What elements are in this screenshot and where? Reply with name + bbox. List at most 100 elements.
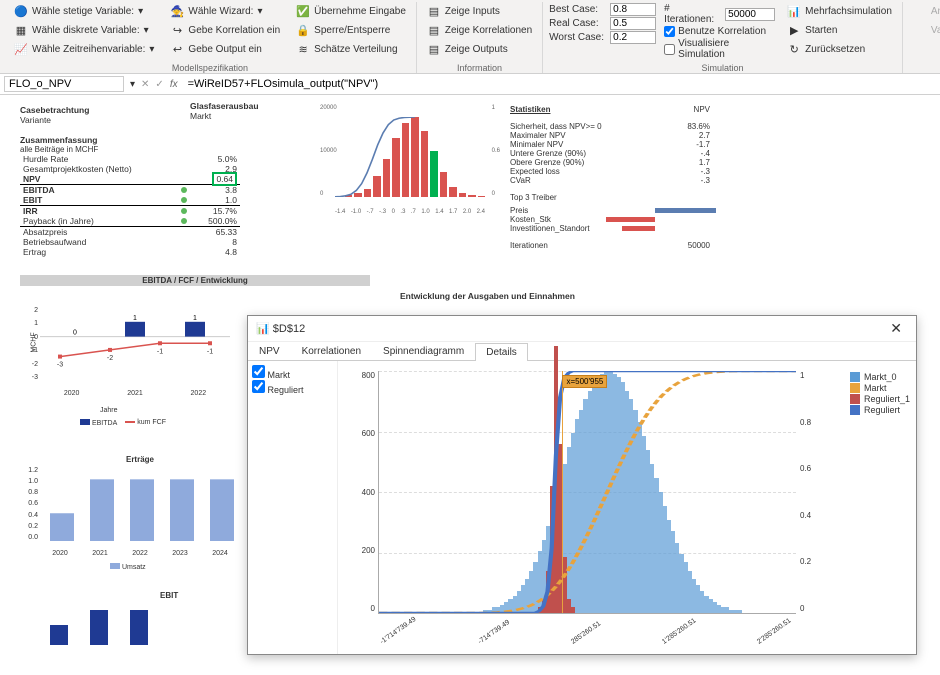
dropdown-icon: ▾ xyxy=(144,25,149,36)
chart-icon: 📊 xyxy=(256,323,270,335)
ribbon-button[interactable]: ▦Wähle diskrete Variable: ▾ xyxy=(10,21,158,39)
close-icon[interactable]: ✕ xyxy=(884,320,908,337)
ribbon-button[interactable]: ↪Gebe Korrelation ein xyxy=(166,21,284,39)
ribbon-btn-icon: ▦ xyxy=(14,23,28,37)
sim-korr-check[interactable] xyxy=(664,26,675,37)
ribbon-button[interactable]: ▤Zeige Outputs xyxy=(423,40,536,58)
accept-icon[interactable]: ✓ xyxy=(155,79,163,90)
dropdown-icon: ▾ xyxy=(257,6,262,17)
formula-input[interactable] xyxy=(184,77,936,91)
histo-bar xyxy=(335,196,343,197)
histo-bar xyxy=(345,195,353,197)
histo-bar xyxy=(383,159,391,197)
sim-worst-input[interactable] xyxy=(610,31,656,44)
ribbon-button[interactable]: ↩Gebe Output ein xyxy=(166,40,284,58)
sim-real-input[interactable] xyxy=(610,17,656,30)
section-entwicklung: Entwicklung der Ausgaben und Einnahmen xyxy=(400,291,575,301)
stats-iter-v: 50000 xyxy=(688,241,710,250)
name-box[interactable] xyxy=(4,76,124,92)
ribbon-button[interactable]: 🧙Wähle Wizard: ▾ xyxy=(166,2,284,20)
stats-row: Obere Grenze (90%)1.7 xyxy=(510,158,710,167)
popup-side-check[interactable]: Reguliert xyxy=(252,380,333,395)
popup-tab[interactable]: Korrelationen xyxy=(291,342,372,360)
histo-bar xyxy=(402,123,410,197)
case-row: EBITDA3.8 xyxy=(20,185,240,196)
ribbon-group-stat: Analyse statistische DatenVariable ▾ Sta… xyxy=(903,2,940,73)
ribbon: 🔵Wähle stetige Variable: ▾▦Wähle diskret… xyxy=(0,0,940,74)
ebitda-chart: 210-1-2-3 011-3-2-1-1 202020212022 xyxy=(40,307,230,397)
popup-titlebar: 📊 $D$12 ✕ xyxy=(248,316,916,342)
case-val: 4.8 xyxy=(192,247,240,257)
ribbon-button[interactable]: ↻Zurücksetzen xyxy=(783,40,896,58)
popup-sidebar: Markt Reguliert xyxy=(248,361,338,654)
popup-tab[interactable]: Details xyxy=(475,343,528,361)
group-label: Modellspezifikation xyxy=(4,63,416,73)
histo-bar xyxy=(373,176,381,197)
ribbon-button[interactable]: 🔒Sperre/Entsperre xyxy=(292,21,410,39)
ribbon-button[interactable]: ▶Starten xyxy=(783,21,896,39)
dropdown-icon: ▾ xyxy=(149,44,154,55)
popup-side-check[interactable]: Markt xyxy=(252,365,333,380)
histo-bar xyxy=(440,172,448,197)
driver-row: Kosten_Stk xyxy=(510,215,710,224)
bc1-legend: EBITDA kum FCF xyxy=(80,419,166,427)
ribbon-button[interactable]: 📈Wähle Zeitreihenvariable: ▾ xyxy=(10,40,158,58)
ribbon-button[interactable]: 📊Mehrfachsimulation xyxy=(783,2,896,20)
sim-vis-check[interactable] xyxy=(664,44,675,55)
case-summary: Casebetrachtung Variante Zusammenfassung… xyxy=(20,105,240,257)
ribbon-btn-label: Zeige Inputs xyxy=(445,6,500,17)
case-key: IRR xyxy=(20,206,178,217)
stats-row: Minimaler NPV-1.7 xyxy=(510,140,710,149)
stats-col: NPV xyxy=(694,105,710,114)
ribbon-btn-icon: 🧙 xyxy=(170,4,184,18)
ribbon-button[interactable]: ≋Schätze Verteilung xyxy=(292,40,410,58)
histo-bar xyxy=(430,151,438,197)
case-key: Absatzpreis xyxy=(20,227,178,238)
case-val: 3.8 xyxy=(192,185,240,196)
ribbon-btn-icon: ↩ xyxy=(170,42,184,56)
case-table: Hurdle Rate5.0%Gesamtprojektkosten (Nett… xyxy=(20,154,240,257)
sim-best-input[interactable] xyxy=(610,3,656,16)
histo-bar xyxy=(459,193,467,197)
cancel-icon[interactable]: ✕ xyxy=(141,79,149,90)
fx-icon[interactable]: fx xyxy=(170,79,178,90)
svg-text:-3: -3 xyxy=(57,362,63,369)
ribbon-button: Variable ▾ xyxy=(909,21,940,39)
bc1-xlabel: Jahre xyxy=(100,407,118,414)
ribbon-btn-icon: ▤ xyxy=(427,23,441,37)
popup-tab[interactable]: Spinnendiagramm xyxy=(372,342,475,360)
legend-item: Reguliert_1 xyxy=(850,394,910,404)
dropdown-icon[interactable]: ▾ xyxy=(130,79,135,90)
sim-iter-input[interactable] xyxy=(725,8,775,21)
ribbon-button[interactable]: 🔵Wähle stetige Variable: ▾ xyxy=(10,2,158,20)
popup-tab[interactable]: NPV xyxy=(248,342,291,360)
ribbon-button[interactable]: ▤ Zeige Korrelationen xyxy=(423,21,536,39)
case-row: NPV0.64 xyxy=(20,174,240,185)
dropdown-icon: ▾ xyxy=(138,6,143,17)
group-label: Simulation xyxy=(543,63,902,73)
ribbon-btn-label: Zurücksetzen xyxy=(805,44,865,55)
ribbon-button[interactable]: ✅Übernehme Eingabe xyxy=(292,2,410,20)
bc3-title: EBIT xyxy=(160,591,178,600)
ebit-chart-partial xyxy=(40,605,240,645)
driver-row: Investitionen_Standort xyxy=(510,224,710,233)
details-popup: 📊 $D$12 ✕ NPVKorrelationenSpinnendiagram… xyxy=(247,315,917,655)
popup-title-text: $D$12 xyxy=(273,323,305,335)
histo-bar xyxy=(468,195,476,197)
ribbon-button[interactable]: ▤Zeige Inputs xyxy=(423,2,536,20)
histo-bar xyxy=(478,196,486,197)
case-row: Payback (in Jahre)500.0% xyxy=(20,216,240,227)
bc1-ylabel: MCHF xyxy=(31,332,38,352)
stats-top3: Top 3 Treiber xyxy=(510,193,710,202)
ribbon-btn-icon: ✅ xyxy=(296,4,310,18)
case-row: EBIT1.0 xyxy=(20,195,240,206)
ribbon-btn-label: Zeige Korrelationen xyxy=(445,25,532,36)
formula-bar: ▾ ✕ ✓ fx xyxy=(0,74,940,95)
stats-row: Sicherheit, dass NPV>= 083.6% xyxy=(510,122,710,131)
legend-item: Reguliert xyxy=(850,405,910,415)
legend-item: Markt xyxy=(850,383,910,393)
ribbon-button: Analyse statistische Daten xyxy=(909,2,940,20)
popup-legend: Markt_0MarktReguliert_1Reguliert xyxy=(850,371,910,416)
sim-label: Visualisiere Simulation xyxy=(678,38,775,60)
case-val: 5.0% xyxy=(192,154,240,164)
